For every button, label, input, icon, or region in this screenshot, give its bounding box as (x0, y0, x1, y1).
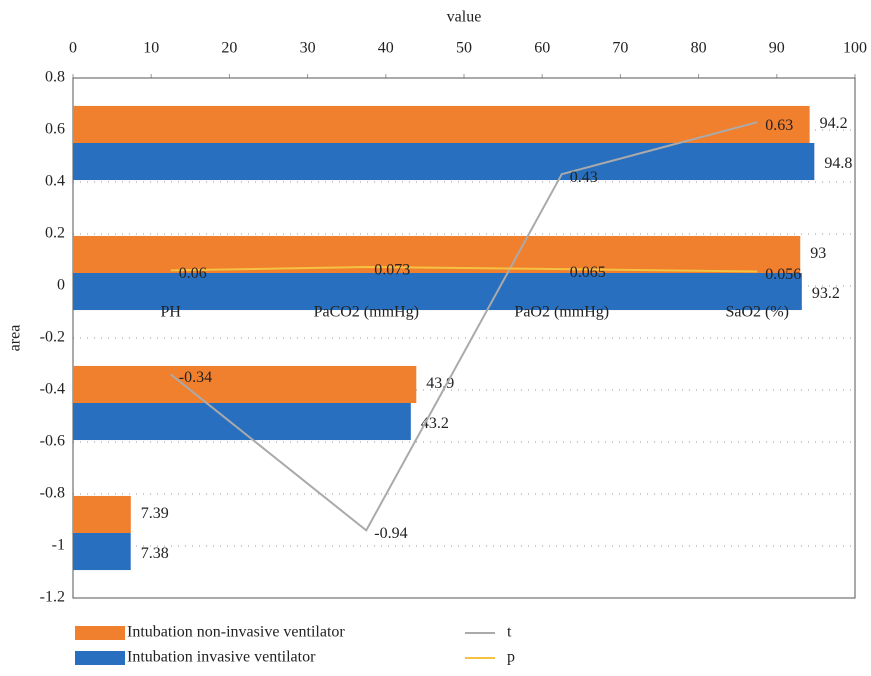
bar-label: 94.2 (820, 115, 848, 132)
y-tick-label: -0.2 (40, 329, 65, 346)
x-tick-label: 20 (221, 40, 237, 57)
line-label: 0.63 (765, 117, 793, 134)
x-axis-title: value (447, 9, 482, 26)
x-tick-label: 90 (769, 40, 785, 57)
x-tick-label: 100 (843, 40, 867, 57)
line-label: 0.065 (570, 264, 606, 281)
y-tick-label: -0.4 (40, 381, 65, 398)
y-tick-label: -0.6 (40, 433, 65, 450)
bar-label: 7.38 (141, 545, 169, 562)
y-tick-label: 0.8 (45, 69, 65, 86)
category-label: PaCO2 (mmHg) (314, 304, 419, 321)
bar-label: 94.8 (824, 155, 852, 172)
line-label: 0.073 (374, 262, 410, 279)
line-label: 0.056 (765, 266, 801, 283)
bar (73, 403, 411, 441)
y-tick-label: 0.2 (45, 225, 65, 242)
line-label: 0.06 (179, 265, 207, 282)
y-tick-label: -1 (52, 537, 65, 554)
x-tick-label: 80 (691, 40, 707, 57)
legend-label: Intubation invasive ventilator (127, 649, 316, 666)
y-tick-label: -1.2 (40, 589, 65, 606)
category-label: PH (161, 304, 182, 321)
bar (73, 533, 131, 571)
bar-label: 93 (810, 245, 826, 262)
x-tick-label: 40 (378, 40, 394, 57)
bar-label: 7.39 (141, 505, 169, 522)
bar-label: 43.9 (426, 375, 454, 392)
bar (73, 143, 815, 181)
x-tick-label: 0 (69, 40, 77, 57)
line (170, 266, 758, 273)
x-tick-label: 60 (534, 40, 550, 57)
y-tick-label: 0 (57, 277, 65, 294)
legend-label: Intubation non-invasive ventilator (127, 624, 345, 641)
bar (73, 495, 131, 533)
legend-label: t (507, 624, 512, 641)
x-tick-label: 30 (300, 40, 316, 57)
bar (73, 365, 417, 403)
category-label: PaO2 (mmHg) (514, 304, 609, 321)
x-tick-label: 70 (612, 40, 628, 57)
line-label: -0.94 (374, 525, 407, 542)
plot-frame (72, 77, 856, 599)
y-axis-title: area (7, 325, 24, 352)
line (170, 121, 758, 532)
x-tick-label: 50 (456, 40, 472, 57)
line-label: 0.43 (570, 169, 598, 186)
y-tick-label: -0.8 (40, 485, 65, 502)
y-tick-label: 0.6 (45, 121, 65, 138)
line-label: -0.34 (179, 369, 212, 386)
category-label: SaO2 (%) (725, 304, 789, 321)
bar (73, 273, 802, 311)
y-tick-label: 0.4 (45, 173, 65, 190)
bar (73, 105, 810, 143)
legend-swatch (75, 626, 125, 640)
legend-swatch (75, 651, 125, 665)
legend-label: p (507, 649, 515, 666)
x-tick-label: 10 (143, 40, 159, 57)
bar-label: 93.2 (812, 285, 840, 302)
